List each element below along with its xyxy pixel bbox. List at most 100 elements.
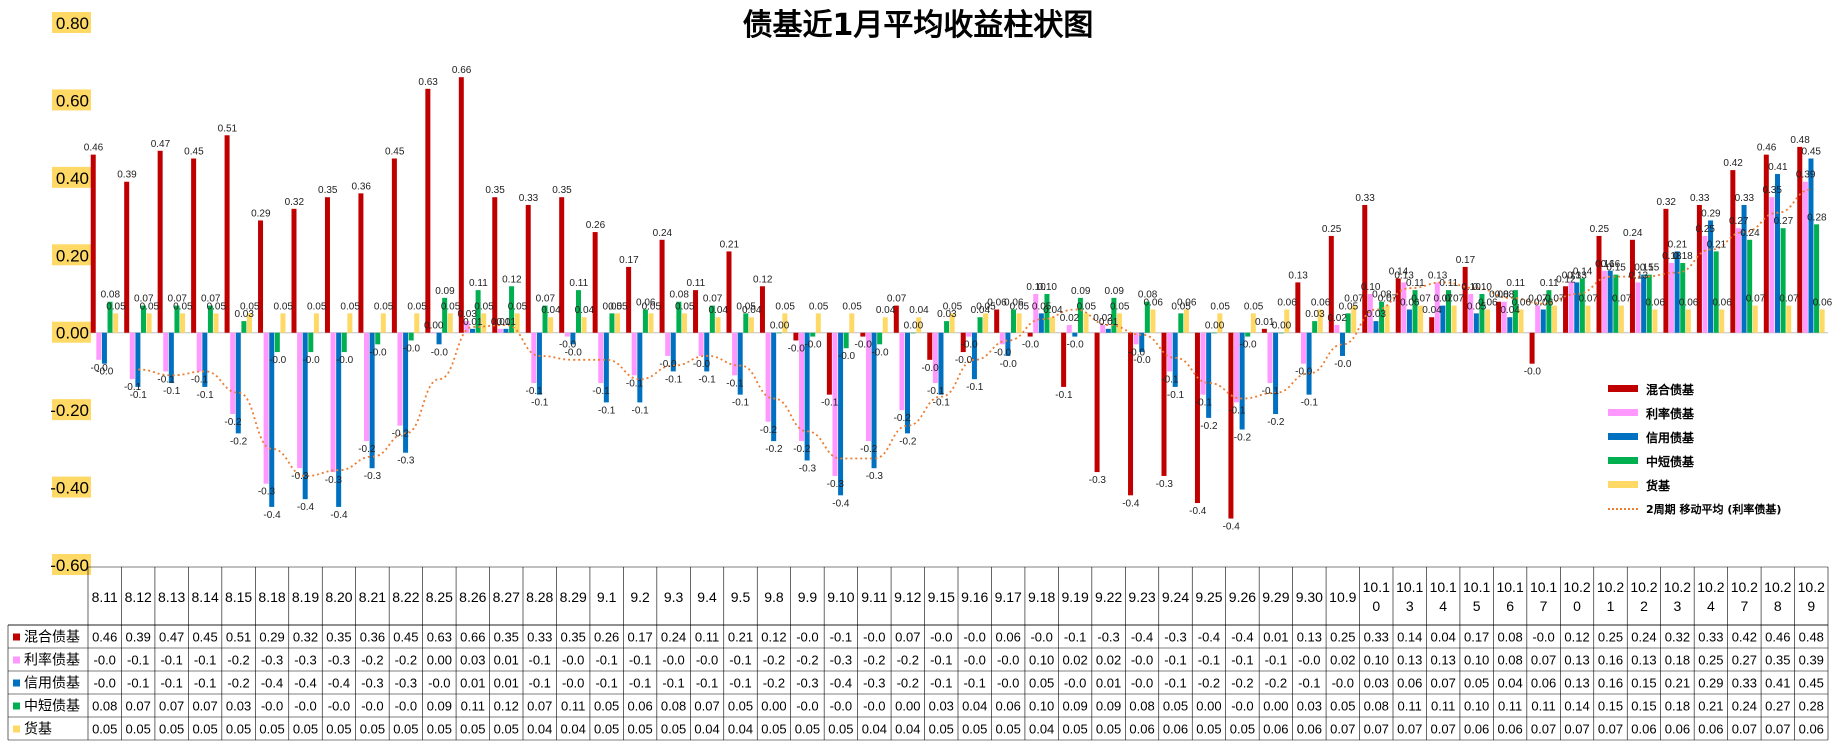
bar [592, 232, 598, 333]
table-cell: 0.08 [1497, 630, 1522, 645]
bar [235, 332, 241, 434]
data-label: 0.00 [1272, 321, 1292, 332]
table-category-label: 6 [1506, 598, 1514, 614]
table-cell: -0.1 [595, 676, 617, 691]
table-cell: 0.05 [1062, 722, 1087, 737]
data-label: 0.04 [909, 305, 929, 316]
table-category-label: 9.12 [894, 589, 921, 605]
data-label: -0.2 [894, 413, 912, 424]
bar [246, 313, 252, 333]
legend-swatch [1608, 385, 1638, 392]
table-cell: 0.21 [1665, 676, 1690, 691]
data-label: 0.28 [1807, 212, 1827, 223]
table-cell: -0.1 [1164, 676, 1186, 691]
bar [938, 332, 944, 395]
y-axis: 0.80 0.60 0.40 0.20 0.00 -0.20 -0.40 -0.60 [50, 12, 91, 575]
table-category-label: 5 [1473, 598, 1481, 614]
data-label: -0.0 [1295, 367, 1313, 378]
bar [575, 290, 581, 333]
table-cell: -0.4 [328, 676, 350, 691]
bar [1016, 313, 1022, 333]
data-label: -0.0 [838, 351, 856, 362]
bar [168, 332, 174, 384]
data-label: -0.1 [592, 386, 610, 397]
bar [1669, 263, 1675, 333]
data-label: 0.11 [569, 278, 588, 289]
data-label: 0.06 [1277, 297, 1297, 308]
table-cell: -0.2 [227, 653, 249, 668]
table-cell: 0.04 [527, 722, 552, 737]
chart-title: 债基近1月平均收益柱状图 [743, 8, 1094, 43]
table-cell: -0.2 [863, 653, 885, 668]
data-label: -0.3 [291, 471, 309, 482]
bar [1362, 204, 1368, 333]
bar [1479, 294, 1485, 333]
data-label: 0.17 [619, 255, 639, 266]
data-label: -0.0 [565, 347, 583, 358]
table-cell: 0.05 [360, 722, 385, 737]
table-category-label: 9.23 [1128, 589, 1155, 605]
bar [442, 297, 448, 333]
table-cell: -0.1 [729, 676, 751, 691]
data-label: 0.08 [101, 290, 121, 301]
data-label: -0.3 [397, 456, 415, 467]
data-label: 0.06 [1512, 297, 1532, 308]
table-cell: -0.0 [395, 699, 417, 714]
table-cell: -0.1 [127, 676, 149, 691]
data-label: -0.0 [369, 347, 387, 358]
bar [1607, 270, 1613, 333]
table-category-label: 10.2 [1697, 579, 1724, 595]
data-label: 0.03 [457, 309, 477, 320]
table-cell: 0.14 [1564, 699, 1589, 714]
bar [793, 332, 799, 341]
data-label: -0.2 [230, 436, 248, 447]
table-cell: 0.35 [561, 630, 586, 645]
bar [1434, 282, 1440, 333]
table-category-label: 9.29 [1262, 589, 1289, 605]
data-label: -0.0 [1334, 359, 1352, 370]
data-label: 0.00 [424, 321, 444, 332]
table-cell: -0.1 [595, 653, 617, 668]
table-cell: 0.18 [1665, 653, 1690, 668]
table-category-label: 10.2 [1764, 579, 1791, 595]
bar [1563, 286, 1569, 333]
data-label: 0.03 [1305, 309, 1325, 320]
bar [1206, 332, 1212, 418]
table-cell: -0.1 [1164, 653, 1186, 668]
bar [470, 328, 476, 333]
data-label: 0.10 [1361, 282, 1381, 293]
data-label: 0.21 [1707, 239, 1727, 250]
data-label: 0.35 [552, 185, 572, 196]
bar [196, 332, 202, 372]
table-category-label: 9.1 [597, 589, 617, 605]
data-label: 0.05 [274, 301, 294, 312]
data-label: -0.3 [364, 471, 382, 482]
table-category-label: 10.1 [1430, 579, 1457, 595]
table-cell: -0.4 [1231, 630, 1253, 645]
table-cell: 0.06 [1297, 722, 1322, 737]
table-row-label: 中短债基 [24, 698, 80, 714]
bar [1128, 332, 1134, 496]
data-label: 0.13 [1629, 270, 1649, 281]
bar [1367, 294, 1373, 333]
data-label: 0.42 [1723, 158, 1743, 169]
bar [832, 332, 838, 476]
table-category-label: 10.2 [1798, 579, 1825, 595]
legend-label-trendline: 2周期 移动平均 (利率债基) [1646, 502, 1781, 516]
table-cell: 0.01 [494, 653, 519, 668]
table-cell: -0.2 [1231, 676, 1253, 691]
bar [1819, 309, 1825, 333]
data-label: 0.32 [285, 197, 305, 208]
table-cell: 0.03 [460, 653, 485, 668]
bar [999, 332, 1005, 345]
table-category-label: 9.24 [1162, 589, 1189, 605]
data-label: 0.09 [435, 286, 455, 297]
table-cell: 0.42 [1732, 630, 1757, 645]
bar [637, 332, 643, 403]
table-cell: -0.4 [294, 676, 316, 691]
table-cell: -0.0 [964, 630, 986, 645]
table-cell: 0.07 [527, 699, 552, 714]
table-cell: 0.01 [460, 676, 485, 691]
data-label: -0.1 [966, 382, 984, 393]
data-label: -0.3 [799, 463, 817, 474]
